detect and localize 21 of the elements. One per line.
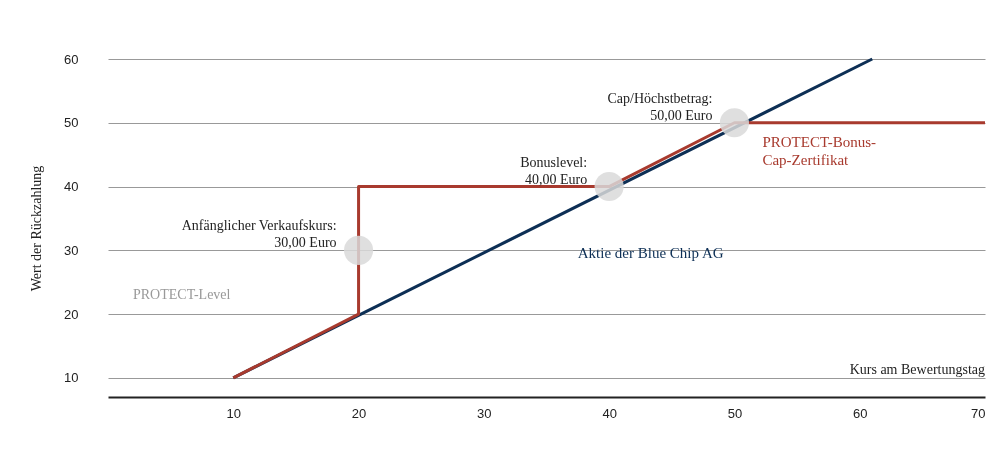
y-tick-label: 60 — [64, 51, 79, 67]
series-label: PROTECT-Bonus-Cap-Zertifikat — [762, 133, 877, 168]
x-tick-label: 60 — [852, 405, 868, 421]
x-tick-label: 40 — [602, 405, 617, 421]
y-tick-label: 50 — [64, 115, 79, 131]
y-tick-label: 30 — [64, 242, 79, 258]
text: Aktie der Blue Chip AG — [577, 245, 724, 262]
annotation: Anfänglicher Verkaufskurs: 30,00 Euro — [181, 218, 337, 251]
x-tick-label: 10 — [226, 405, 242, 421]
x-tick-label: 20 — [351, 405, 367, 421]
y-tick-label: 20 — [64, 306, 79, 322]
x-tick-label: 70 — [971, 405, 986, 421]
annotation: PROTECT-Level — [133, 287, 231, 302]
y-axis-title: Wert der Rückzahlung — [29, 165, 45, 292]
y-tick-label: 10 — [64, 370, 79, 386]
annotation: Bonuslevel: 40,00 Euro — [520, 154, 588, 187]
y-tick-label: 40 — [64, 179, 79, 195]
annotation: Cap/Höchstbetrag: 50,00 Euro — [607, 90, 713, 123]
x-axis-title: Kurs am Bewertungstag — [849, 362, 985, 377]
x-tick-label: 50 — [727, 405, 743, 421]
x-tick-label: 30 — [477, 405, 492, 421]
